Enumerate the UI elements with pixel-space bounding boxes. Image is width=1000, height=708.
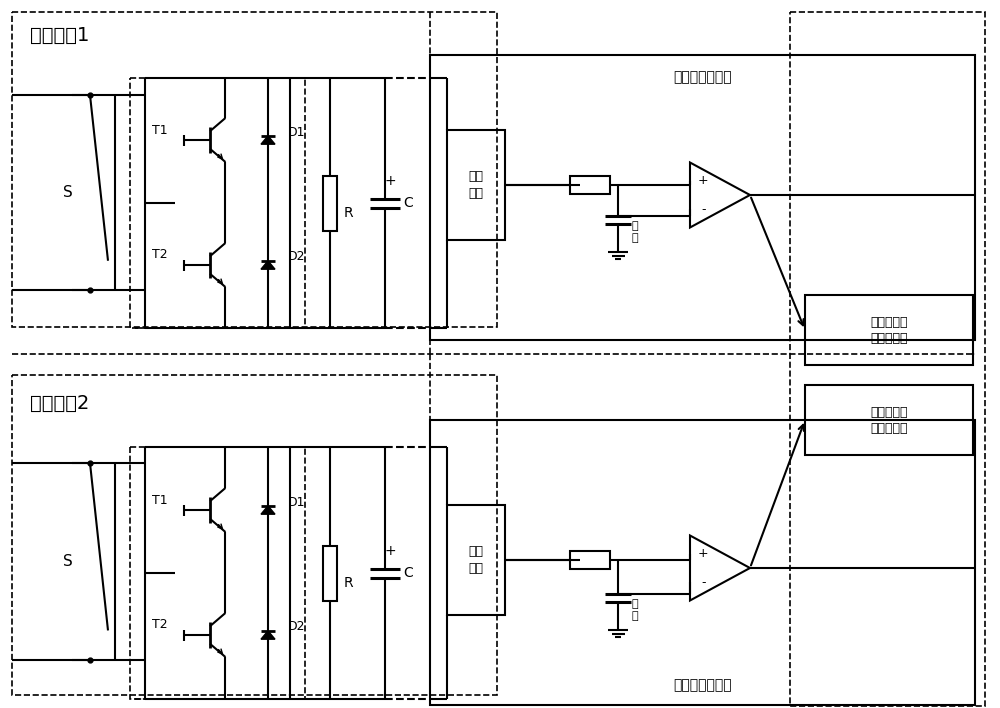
Polygon shape — [261, 631, 275, 639]
Bar — [570, 176, 610, 194]
Text: 功率器件控
制及驱动板: 功率器件控 制及驱动板 — [870, 406, 908, 435]
Text: +: + — [384, 174, 396, 188]
Text: 阈
值: 阈 值 — [632, 599, 639, 621]
Bar — [447, 130, 505, 240]
Bar — [130, 78, 305, 328]
Text: 功率模块2: 功率模块2 — [30, 394, 89, 413]
Bar — [12, 12, 497, 327]
Text: 电压
采样: 电压 采样 — [468, 170, 484, 200]
Text: 功率模块1: 功率模块1 — [30, 25, 89, 45]
Text: 功率器件控
制及驱动板: 功率器件控 制及驱动板 — [870, 316, 908, 345]
Text: 过压检测电路板: 过压检测电路板 — [673, 70, 732, 84]
Text: +: + — [698, 547, 709, 560]
Text: T2: T2 — [152, 249, 168, 261]
Text: +: + — [384, 544, 396, 558]
Text: 阈
值: 阈 值 — [632, 221, 639, 243]
Bar — [447, 505, 505, 615]
Text: S: S — [63, 185, 73, 200]
Polygon shape — [261, 136, 275, 144]
Text: -: - — [701, 576, 705, 589]
Text: R: R — [344, 206, 354, 220]
Bar — [430, 55, 975, 340]
Bar — [12, 375, 497, 695]
Text: 电压
采样: 电压 采样 — [468, 545, 484, 575]
Text: C: C — [403, 566, 413, 580]
Text: D1: D1 — [288, 496, 306, 508]
Bar — [323, 545, 337, 600]
Bar — [805, 295, 973, 365]
Bar — [130, 447, 305, 699]
Polygon shape — [261, 261, 275, 269]
Bar — [323, 176, 337, 231]
Text: D2: D2 — [288, 251, 306, 263]
Text: T1: T1 — [152, 123, 168, 137]
Text: D1: D1 — [288, 125, 306, 139]
Bar — [430, 420, 975, 705]
Bar — [805, 385, 973, 455]
Text: D2: D2 — [288, 620, 306, 634]
Polygon shape — [261, 506, 275, 514]
Text: 过压检测电路板: 过压检测电路板 — [673, 678, 732, 692]
Text: R: R — [344, 576, 354, 590]
Bar — [790, 12, 985, 706]
Text: T2: T2 — [152, 619, 168, 632]
Text: C: C — [403, 196, 413, 210]
Text: T1: T1 — [152, 493, 168, 506]
Text: -: - — [701, 202, 705, 216]
Bar — [570, 551, 610, 569]
Text: S: S — [63, 554, 73, 569]
Text: +: + — [698, 174, 709, 187]
